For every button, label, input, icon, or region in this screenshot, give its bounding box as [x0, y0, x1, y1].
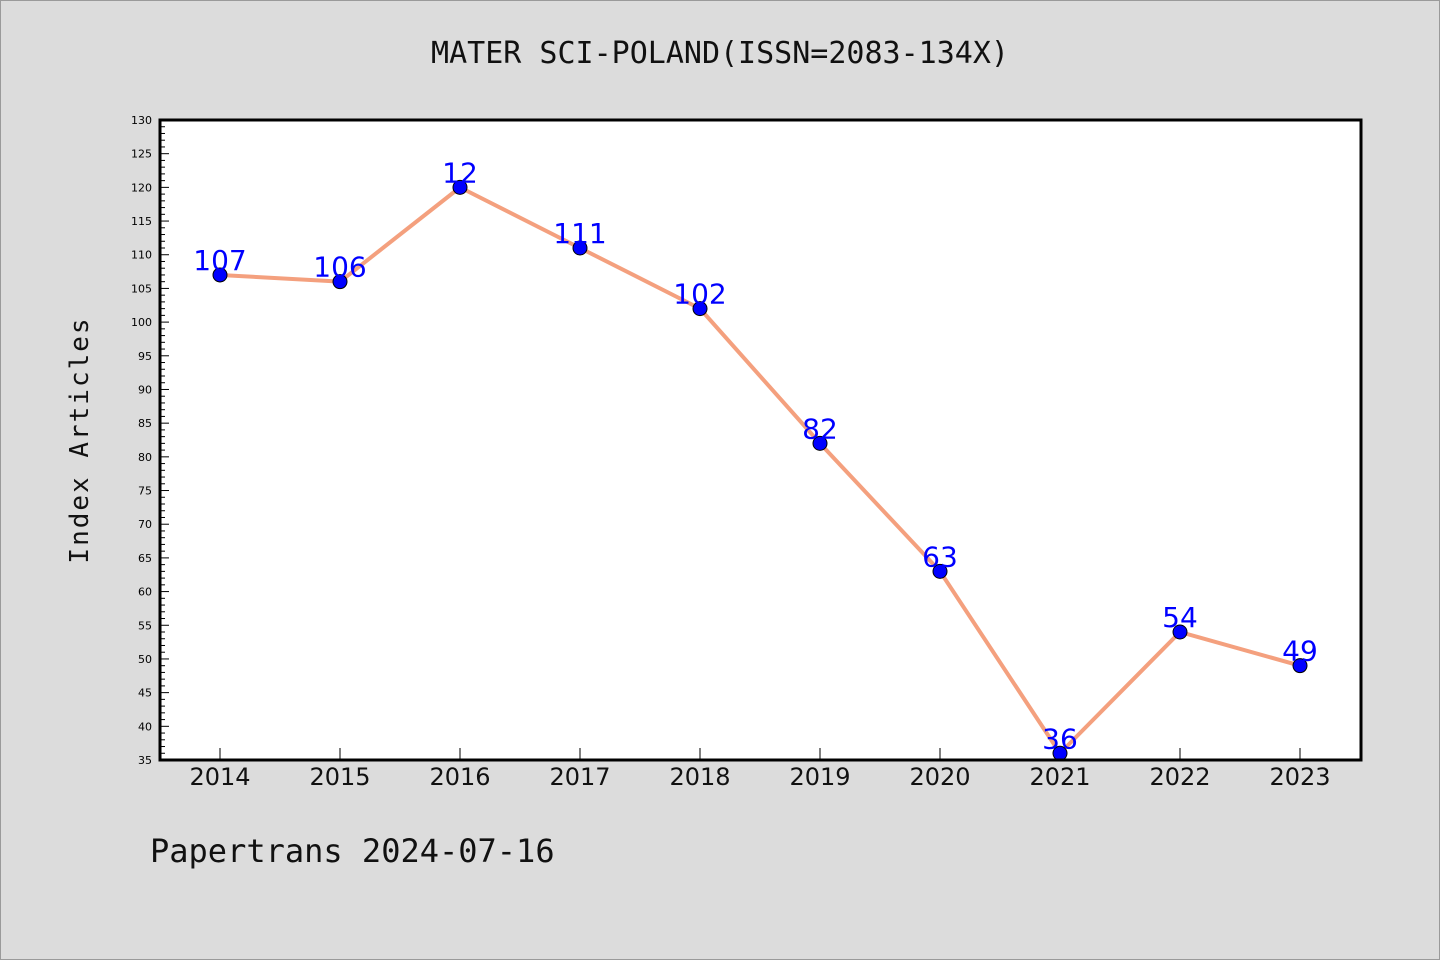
x-tick-label: 2022: [1149, 763, 1210, 791]
y-tick-label: 95: [138, 350, 152, 363]
y-tick-label: 45: [138, 687, 152, 700]
data-point-marker: [332, 274, 348, 290]
data-label: 102: [673, 278, 726, 311]
y-tick-label: 130: [131, 114, 152, 127]
y-tick-label: 50: [138, 653, 152, 666]
x-tick-label: 2021: [1029, 763, 1090, 791]
data-label: 54: [1162, 601, 1198, 634]
data-label: 107: [193, 244, 246, 277]
data-point-marker: [1172, 624, 1188, 640]
y-tick-label: 70: [138, 518, 152, 531]
data-label: 36: [1042, 722, 1078, 755]
chart-title: MATER SCI-POLAND(ISSN=2083-134X): [431, 36, 1009, 71]
data-label: 82: [802, 412, 838, 445]
x-tick-label: 2014: [189, 763, 250, 791]
data-label: 106: [313, 251, 366, 284]
plot-area: [160, 120, 1361, 760]
data-point-marker: [932, 563, 948, 579]
y-tick-label: 125: [131, 148, 152, 161]
y-tick-label: 60: [138, 586, 152, 599]
y-tick-label: 75: [138, 485, 152, 498]
x-tick-label: 2017: [549, 763, 610, 791]
y-tick-label: 100: [131, 316, 152, 329]
y-tick-label: 35: [138, 754, 152, 767]
y-tick-label: 80: [138, 451, 152, 464]
x-tick-label: 2018: [669, 763, 730, 791]
plot-border: [158, 118, 1363, 762]
y-tick-label: 120: [131, 181, 152, 194]
data-point-marker: [812, 435, 828, 451]
y-tick-label: 115: [131, 215, 152, 228]
footer-note: Papertrans 2024-07-16: [150, 832, 555, 870]
x-tick-label: 2023: [1269, 763, 1330, 791]
y-tick-label: 90: [138, 383, 152, 396]
x-tick-label: 2020: [909, 763, 970, 791]
x-tick-label: 2015: [309, 763, 370, 791]
data-point-marker: [692, 301, 708, 317]
data-label: 49: [1282, 635, 1318, 668]
y-tick-label: 40: [138, 720, 152, 733]
y-tick-label: 85: [138, 417, 152, 430]
y-tick-label: 65: [138, 552, 152, 565]
y-tick-label: 55: [138, 619, 152, 632]
y-tick-label: 110: [131, 249, 152, 262]
data-point-marker: [1292, 658, 1308, 674]
data-point-marker: [212, 267, 228, 283]
y-tick-label: 105: [131, 282, 152, 295]
data-point-marker: [572, 240, 588, 256]
x-tick-label: 2019: [789, 763, 850, 791]
data-label: 63: [922, 540, 958, 573]
data-label: 12: [442, 156, 478, 189]
data-point-marker: [452, 179, 468, 195]
series-line: [218, 185, 1302, 756]
x-tick-label: 2016: [429, 763, 490, 791]
data-label: 111: [553, 217, 606, 250]
